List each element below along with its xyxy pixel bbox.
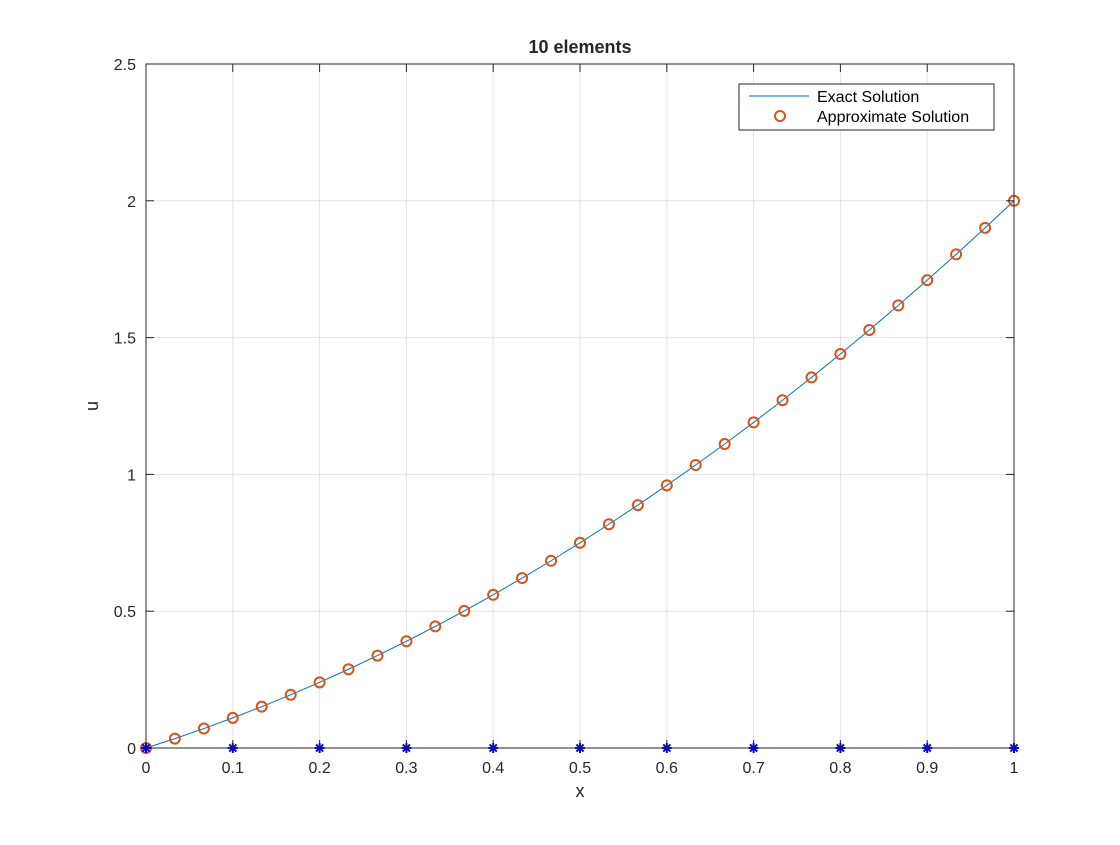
x-tick-label: 0.2 (308, 760, 330, 777)
y-tick-label: 1.5 (114, 331, 136, 348)
tick-marks (145, 63, 1015, 749)
x-tick-label: 0.3 (395, 760, 417, 777)
approx-solution-point (834, 348, 847, 361)
x-tick-label: 0.7 (742, 760, 764, 777)
y-tick-label: 1 (127, 467, 136, 484)
approx-solution-point (429, 620, 442, 633)
approx-solution-point (458, 604, 471, 617)
approx-solution-point (487, 588, 500, 601)
approx-solution-point (747, 416, 760, 429)
x-axis-label: x (576, 781, 585, 801)
approx-solution-point (313, 676, 326, 689)
approx-solution-point (689, 458, 702, 471)
x-tick-label: 0.6 (656, 760, 678, 777)
approx-solution-point (284, 688, 297, 701)
approx-solution-point (197, 722, 210, 735)
x-tick-label: 0.9 (916, 760, 938, 777)
approx-solution-point (863, 323, 876, 336)
approx-solution-point (400, 635, 413, 648)
x-tick-label: 0.5 (569, 760, 591, 777)
x-tick-label: 0.1 (222, 760, 244, 777)
approx-solution-point (602, 518, 615, 531)
approx-solution-point (892, 299, 905, 312)
y-tick-label: 0.5 (114, 604, 136, 621)
approx-solution-point (631, 499, 644, 512)
x-tick-label: 0.8 (829, 760, 851, 777)
legend-box (738, 83, 995, 131)
approx-solution-point (168, 732, 181, 745)
legend-label-exact: Exact Solution (817, 89, 919, 106)
plot-area (140, 63, 1020, 754)
approx-solution-point (342, 663, 355, 676)
approx-solution-point (776, 394, 789, 407)
chart-title: 10 elements (528, 37, 631, 57)
x-tick-labels: 0 0.1 0.2 0.3 0.4 0.5 0.6 0.7 0.8 0.9 1 (142, 760, 1019, 777)
legend-label-approximate: Approximate Solution (817, 109, 969, 126)
approx-solution-point (950, 248, 963, 261)
x-tick-label: 1 (1010, 760, 1019, 777)
x-tick-label: 0.4 (482, 760, 504, 777)
approx-solution-point (921, 274, 934, 287)
y-axis-label: u (82, 401, 102, 411)
approx-solution-point (718, 438, 731, 451)
y-tick-label: 2 (127, 194, 136, 211)
approx-solution-point (226, 711, 239, 724)
legend: Exact Solution Approximate Solution (738, 83, 995, 131)
legend-approx-circle-icon (774, 110, 786, 122)
y-tick-label: 2.5 (114, 57, 136, 74)
approx-solution-point (255, 700, 268, 713)
approx-solution-point (545, 554, 558, 567)
approx-solution-point (574, 536, 586, 549)
approx-solution-point (805, 371, 818, 384)
y-tick-labels: 0 0.5 1 1.5 2 2.5 (114, 57, 136, 758)
approx-solution-point (371, 649, 384, 662)
approx-solution-point (516, 572, 529, 585)
y-tick-label: 0 (127, 741, 136, 758)
x-tick-label: 0 (142, 760, 151, 777)
approx-solution-point (660, 479, 673, 492)
approx-solution-point (979, 221, 992, 234)
exact-solution-line (145, 200, 1015, 749)
